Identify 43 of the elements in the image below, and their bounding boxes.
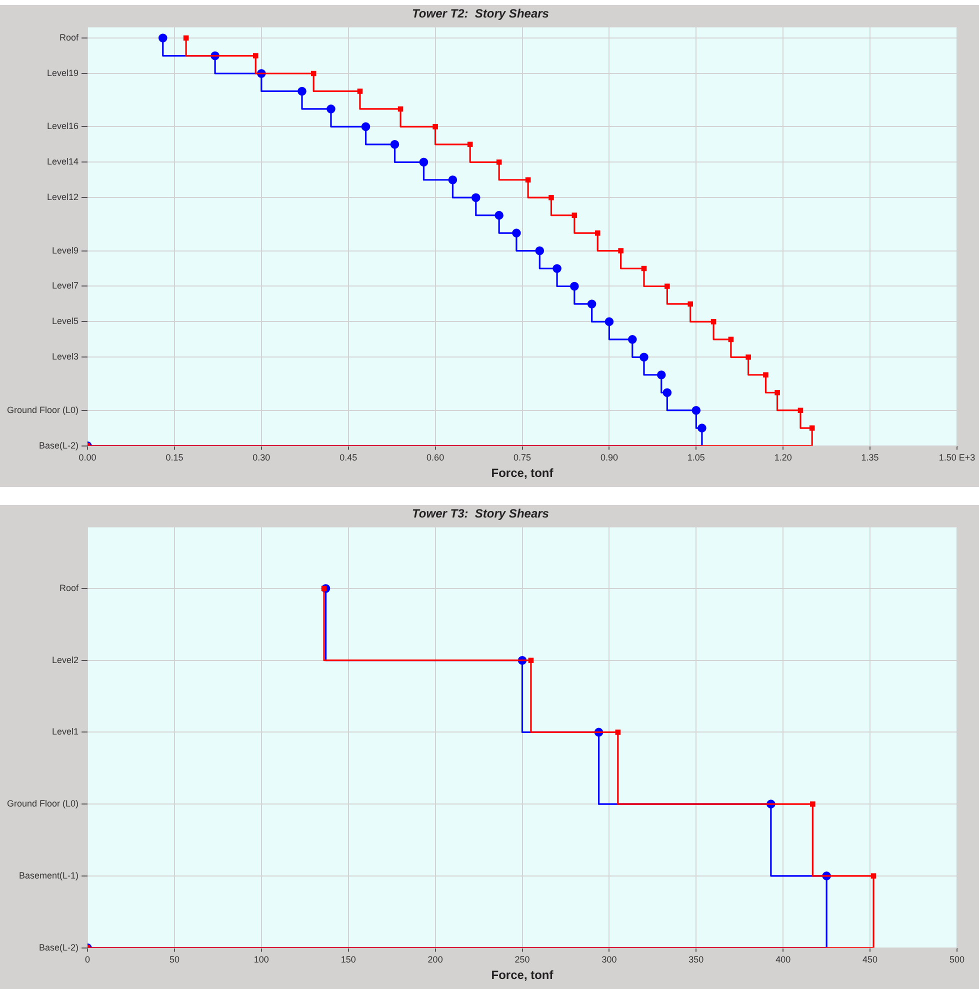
x-tick-label: 450 bbox=[862, 954, 878, 965]
y-tick-label: Basement(L-1) bbox=[19, 870, 79, 880]
x-tick-label: 1.35 bbox=[861, 452, 879, 463]
y-tick-label: Ground Floor (L0) bbox=[7, 798, 79, 809]
y-tick-label: Level12 bbox=[47, 192, 79, 202]
x-tick-label: 0.60 bbox=[426, 452, 444, 463]
y-tick-label: Level1 bbox=[52, 726, 79, 737]
chart-title: Tower T2: Story Shears bbox=[412, 6, 550, 21]
y-tick-label: Level16 bbox=[47, 121, 79, 132]
y-tick-label: Base(L-2) bbox=[39, 942, 79, 952]
x-tick-label: 0.45 bbox=[340, 452, 358, 463]
x-tick-label: 1.05 bbox=[687, 452, 705, 463]
x-tick-label: 100 bbox=[254, 954, 269, 965]
x-tick-label: 0.90 bbox=[600, 452, 618, 463]
x-tick-label: 1.20 bbox=[774, 452, 792, 463]
y-tick-label: Level7 bbox=[52, 280, 79, 291]
y-tick-label: Roof bbox=[60, 582, 80, 593]
y-tick-label: Level5 bbox=[52, 316, 79, 326]
x-tick-label: 0.00 bbox=[78, 452, 96, 463]
x-tick-label: 150 bbox=[340, 954, 356, 965]
x-tick-label: 1.50 E+3 bbox=[938, 452, 976, 463]
x-tick-label: 50 bbox=[169, 954, 180, 965]
x-tick-label: 0.30 bbox=[252, 452, 270, 463]
x-tick-label: 0 bbox=[85, 954, 90, 965]
x-tick-label: 250 bbox=[514, 954, 530, 965]
x-tick-label: 400 bbox=[776, 954, 791, 965]
y-tick-label: Level14 bbox=[47, 156, 79, 167]
x-axis-title: Force, tonf bbox=[491, 466, 554, 480]
x-tick-label: 300 bbox=[602, 954, 617, 965]
x-tick-label: 350 bbox=[688, 954, 704, 965]
y-tick-label: Level9 bbox=[52, 245, 79, 256]
x-tick-label: 0.75 bbox=[514, 452, 532, 463]
y-tick-label: Level3 bbox=[52, 352, 79, 362]
x-axis-title: Force, tonf bbox=[491, 968, 554, 982]
y-tick-label: Level2 bbox=[52, 654, 79, 665]
x-tick-label: 200 bbox=[428, 954, 443, 965]
y-tick-label: Ground Floor (L0) bbox=[7, 404, 79, 415]
y-tick-label: Level19 bbox=[47, 68, 79, 78]
y-tick-label: Base(L-2) bbox=[39, 440, 79, 450]
x-tick-label: 500 bbox=[949, 954, 965, 965]
chart-title: Tower T3: Story Shears bbox=[412, 506, 550, 521]
y-tick-label: Roof bbox=[60, 32, 80, 43]
x-tick-label: 0.15 bbox=[166, 452, 184, 463]
